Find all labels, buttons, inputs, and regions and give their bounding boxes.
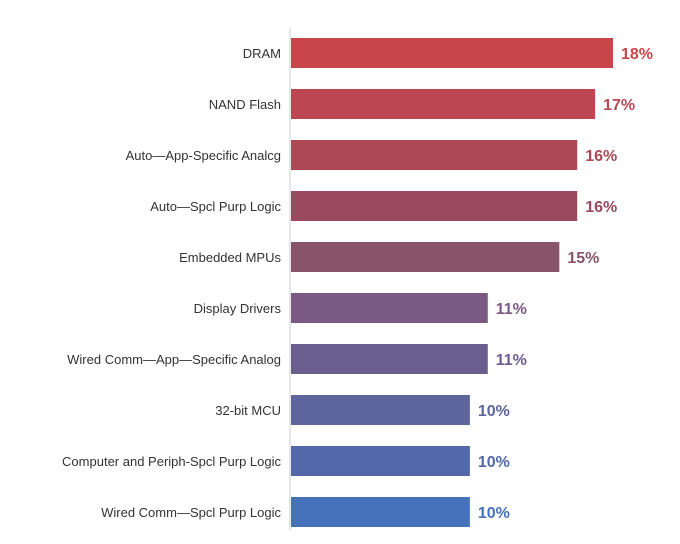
category-label: 32-bit MCU xyxy=(215,403,281,418)
bar xyxy=(291,446,470,476)
bar xyxy=(291,497,470,527)
bar xyxy=(291,38,613,68)
value-label: 16% xyxy=(585,148,617,165)
value-label: 10% xyxy=(478,454,510,471)
bar xyxy=(291,89,596,119)
value-label: 10% xyxy=(478,403,510,420)
category-label: Wired Comm—App—Specific Analog xyxy=(67,352,281,367)
category-label: Computer and Periph-Spcl Purp Logic xyxy=(62,454,281,469)
category-label: DRAM xyxy=(243,46,281,61)
bar xyxy=(291,242,560,272)
bar xyxy=(291,191,578,221)
value-label: 16% xyxy=(585,199,617,216)
value-label: 10% xyxy=(478,505,510,522)
bar xyxy=(291,293,488,323)
bars-group: DRAM 18% NAND Flash 17% Auto—App-Specific An… xyxy=(62,38,653,527)
category-label: Auto—Spcl Purp Logic xyxy=(150,199,281,214)
bar xyxy=(291,395,470,425)
category-label: Embedded MPUs xyxy=(179,250,281,265)
category-label: Wired Comm—Spcl Purp Logic xyxy=(101,505,281,520)
bar xyxy=(291,344,488,374)
category-label: NAND Flash xyxy=(209,97,281,112)
bar xyxy=(291,140,578,170)
value-label: 15% xyxy=(567,250,599,267)
value-label: 18% xyxy=(621,46,653,63)
category-label: Display Drivers xyxy=(194,301,282,316)
value-label: 11% xyxy=(496,301,527,318)
value-label: 11% xyxy=(496,352,527,369)
category-label: Auto—App-Specific Analcg xyxy=(126,148,281,163)
value-label: 17% xyxy=(603,97,635,114)
